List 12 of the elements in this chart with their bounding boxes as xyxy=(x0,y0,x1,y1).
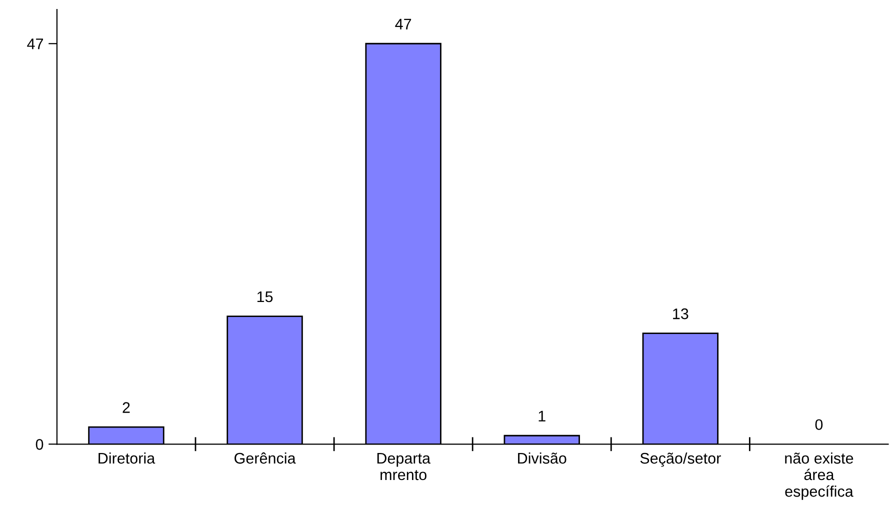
data-label: 13 xyxy=(673,308,688,320)
x-tick-label: Divisão xyxy=(518,452,566,464)
data-label: 1 xyxy=(538,410,546,422)
data-label: 47 xyxy=(395,18,412,30)
data-label: 15 xyxy=(257,292,273,302)
x-tick-label: Seção/setor xyxy=(640,452,721,467)
x-tick-label: Gerência xyxy=(234,452,296,464)
x-tick-label: não existe área específica xyxy=(785,452,854,500)
x-tick-label: Departa mrento xyxy=(377,453,430,480)
data-label: 0 xyxy=(815,419,823,430)
x-tick-label: Diretoria xyxy=(98,452,156,464)
data-label: 2 xyxy=(122,402,130,413)
